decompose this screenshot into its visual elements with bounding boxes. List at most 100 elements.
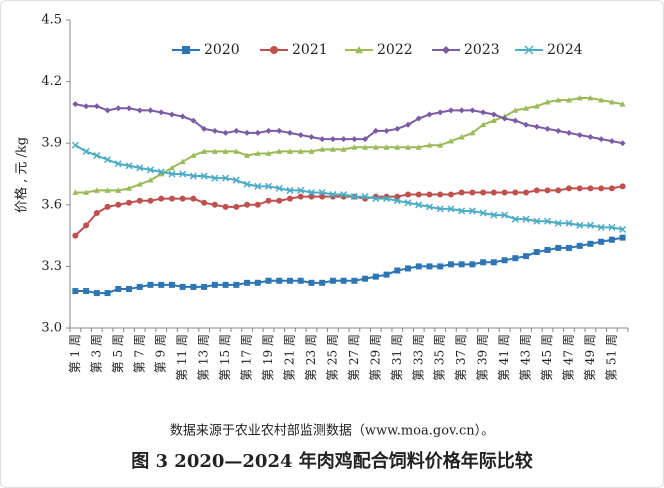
point — [405, 265, 412, 272]
point — [512, 255, 519, 262]
point — [307, 188, 315, 197]
point — [168, 164, 175, 171]
point — [136, 181, 143, 187]
point — [286, 186, 294, 194]
point — [619, 101, 626, 107]
point — [490, 211, 498, 219]
point — [608, 138, 615, 145]
point — [501, 257, 508, 264]
point — [469, 261, 476, 268]
point — [319, 136, 326, 143]
point — [233, 127, 240, 134]
point — [469, 129, 476, 136]
point — [437, 263, 444, 270]
point — [222, 203, 229, 210]
series-line — [75, 236, 623, 295]
point — [565, 129, 572, 136]
point — [126, 185, 133, 191]
series-line — [75, 97, 623, 194]
point — [458, 189, 465, 196]
point — [233, 203, 240, 210]
point — [415, 263, 422, 270]
x-tick-label: 第 45 周 — [540, 334, 554, 381]
x-tick-label: 第 41 周 — [497, 334, 511, 381]
point — [512, 107, 519, 113]
point — [565, 185, 572, 192]
point — [351, 136, 358, 143]
point — [265, 150, 272, 156]
point — [254, 279, 261, 286]
point — [115, 285, 122, 292]
point — [276, 148, 283, 154]
x-tick-label: 第 47 周 — [561, 334, 575, 381]
x-tick-label: 第 17 周 — [240, 334, 254, 381]
y-tick-label: 3.9 — [41, 136, 62, 151]
point — [72, 288, 79, 295]
point — [576, 185, 583, 192]
point — [598, 238, 605, 245]
point — [276, 127, 283, 134]
point — [555, 97, 562, 103]
point — [146, 166, 155, 174]
point — [405, 191, 412, 198]
point — [286, 195, 293, 202]
point — [71, 141, 79, 149]
point — [72, 189, 79, 195]
point — [168, 170, 176, 178]
point — [308, 148, 315, 154]
point — [340, 277, 347, 284]
point — [233, 148, 240, 154]
series-line — [74, 144, 623, 231]
y-tick-label: 3.0 — [41, 321, 62, 336]
point — [523, 105, 530, 111]
point — [276, 277, 283, 284]
point — [523, 121, 530, 128]
point — [533, 123, 540, 130]
point — [372, 195, 380, 203]
x-tick-label: 第 9 周 — [154, 334, 168, 373]
point — [543, 217, 552, 225]
point — [136, 197, 143, 204]
point — [168, 281, 175, 288]
point — [244, 279, 251, 286]
point — [480, 189, 487, 196]
point — [523, 189, 530, 196]
point — [361, 193, 369, 201]
point — [468, 207, 476, 215]
point — [297, 186, 305, 194]
point — [275, 184, 283, 192]
point — [201, 199, 208, 206]
point — [544, 187, 551, 194]
point — [394, 193, 401, 200]
point — [211, 281, 218, 288]
point — [619, 234, 626, 241]
point — [147, 107, 154, 114]
legend-label: 2022 — [377, 42, 413, 58]
point — [598, 97, 605, 103]
point — [329, 277, 336, 284]
point — [372, 273, 379, 280]
point — [319, 146, 326, 152]
point — [190, 117, 197, 124]
point — [233, 281, 240, 288]
point — [265, 127, 272, 134]
y-tick-label: 3.3 — [41, 259, 62, 274]
point — [276, 197, 283, 204]
point — [297, 193, 304, 200]
point — [104, 203, 111, 210]
point — [190, 152, 197, 158]
point — [533, 103, 540, 109]
point — [372, 127, 379, 134]
point — [201, 148, 208, 154]
point — [308, 279, 315, 286]
point — [168, 111, 175, 118]
point — [340, 146, 347, 152]
point — [490, 111, 497, 118]
point — [179, 283, 186, 290]
point — [115, 201, 122, 208]
x-tick-label: 第 25 周 — [325, 334, 339, 381]
point — [501, 115, 508, 122]
point — [608, 185, 615, 192]
point — [83, 103, 90, 110]
point — [587, 240, 594, 247]
